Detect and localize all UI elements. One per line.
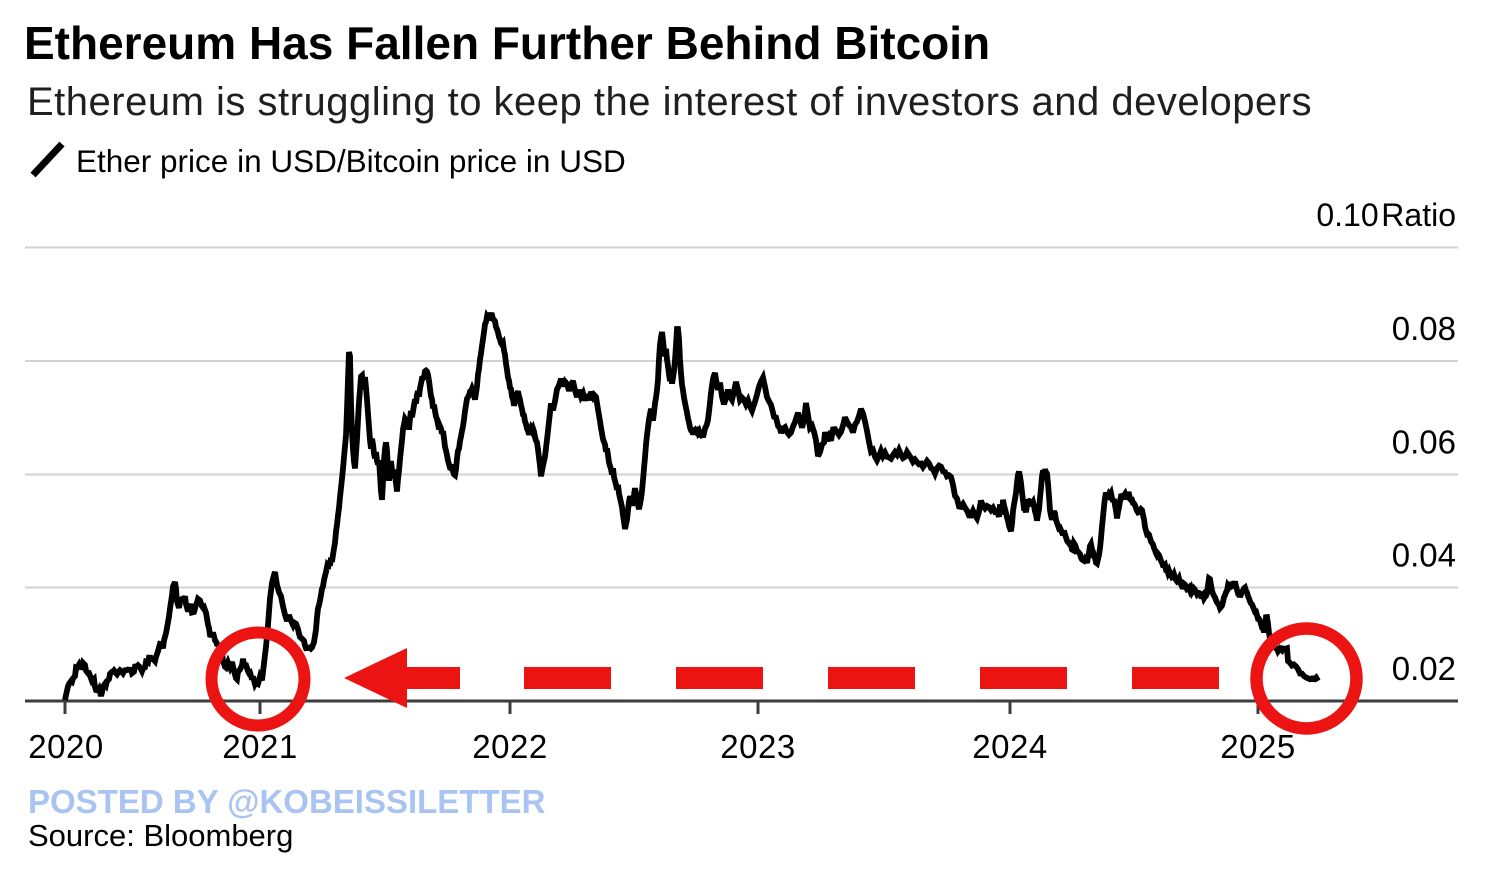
svg-text:0.02: 0.02 — [1392, 650, 1456, 687]
svg-text:2023: 2023 — [720, 728, 795, 765]
svg-text:Source: Bloomberg: Source: Bloomberg — [28, 818, 293, 853]
svg-text:2025: 2025 — [1220, 728, 1295, 765]
svg-text:2022: 2022 — [472, 728, 547, 765]
svg-text:Ethereum Has Fallen Further Be: Ethereum Has Fallen Further Behind Bitco… — [24, 17, 990, 69]
svg-text:2021: 2021 — [222, 728, 297, 765]
svg-text:Ether price in USD/Bitcoin pri: Ether price in USD/Bitcoin price in USD — [76, 143, 626, 179]
svg-text:0.10 Ratio: 0.10 Ratio — [1316, 197, 1456, 233]
svg-text:Ethereum is struggling to keep: Ethereum is struggling to keep the inter… — [27, 80, 1312, 124]
svg-text:2024: 2024 — [972, 728, 1047, 765]
svg-text:0.06: 0.06 — [1392, 424, 1456, 461]
svg-text:POSTED BY @KOBEISSILETTER: POSTED BY @KOBEISSILETTER — [28, 783, 546, 820]
svg-text:0.08: 0.08 — [1392, 310, 1456, 347]
svg-text:2020: 2020 — [28, 728, 103, 765]
svg-text:0.04: 0.04 — [1392, 537, 1456, 574]
